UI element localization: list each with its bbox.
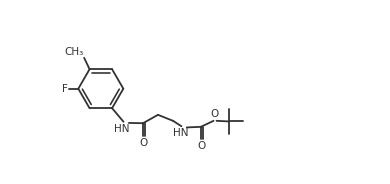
Text: HN: HN xyxy=(173,128,188,138)
Text: O: O xyxy=(140,138,148,148)
Text: HN: HN xyxy=(114,123,130,134)
Text: F: F xyxy=(62,84,68,94)
Text: O: O xyxy=(198,141,206,151)
Text: CH₃: CH₃ xyxy=(64,47,83,57)
Text: O: O xyxy=(210,109,218,119)
